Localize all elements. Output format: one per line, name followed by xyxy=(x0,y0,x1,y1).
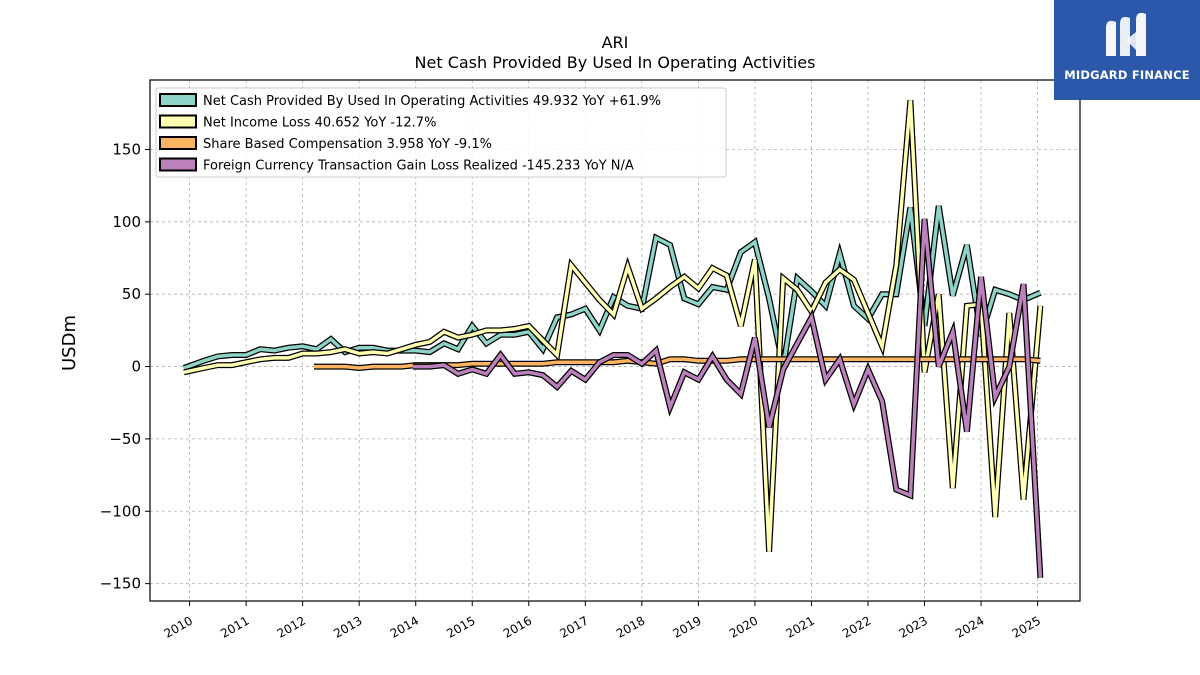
y-tick-label: −100 xyxy=(100,502,141,520)
series-line xyxy=(183,100,1043,552)
legend-frame xyxy=(155,87,727,178)
series-line xyxy=(412,218,1043,578)
x-tick-label: 2010 xyxy=(162,613,195,640)
x-tick-label: 2024 xyxy=(953,613,986,640)
x-tick-label: 2019 xyxy=(670,613,703,640)
x-tick-label: 2011 xyxy=(218,613,251,640)
series-line xyxy=(183,205,1042,370)
y-tick-label: 50 xyxy=(122,285,141,303)
y-tick-label: −150 xyxy=(100,575,141,593)
x-tick-label: 2015 xyxy=(444,613,477,640)
legend-label: Share Based Compensation 3.958 YoY -9.1% xyxy=(203,137,492,152)
plot-frame xyxy=(149,79,1081,602)
legend: Net Cash Provided By Used In Operating A… xyxy=(155,87,727,178)
x-tick-label: 2021 xyxy=(784,613,817,640)
legend-swatch xyxy=(159,136,197,150)
x-tick-label: 2020 xyxy=(727,613,760,640)
legend-label: Net Income Loss 40.652 YoY -12.7% xyxy=(203,116,436,131)
series-1 xyxy=(182,205,1042,371)
legend-swatch xyxy=(159,114,197,129)
legend-items: Net Cash Provided By Used In Operating A… xyxy=(159,93,661,174)
brand-name: MIDGARD FINANCE xyxy=(1064,68,1190,82)
legend-swatch xyxy=(159,157,197,172)
legend-label: Net Cash Provided By Used In Operating A… xyxy=(203,94,661,109)
x-tick-label: 2023 xyxy=(897,613,930,640)
y-tick-label: 100 xyxy=(112,213,141,231)
x-tick-label: 2018 xyxy=(614,613,647,640)
x-tick-label: 2017 xyxy=(557,613,590,640)
x-axis: 2010 2011 2012 2013 2014 2015 2016 2017 2018 2019… xyxy=(162,601,1043,641)
x-tick-label: 2012 xyxy=(275,613,308,640)
y-axis: −150 −100 −50 0 50 100 150 xyxy=(100,140,150,593)
chart-title: ARI xyxy=(602,33,629,52)
y-tick-label: 0 xyxy=(131,358,141,376)
y-tick-label: −50 xyxy=(109,430,141,448)
x-tick-label: 2014 xyxy=(388,613,421,640)
legend-label: Foreign Currency Transaction Gain Loss R… xyxy=(203,159,634,174)
x-tick-label: 2013 xyxy=(331,613,364,640)
series-layer xyxy=(182,100,1044,578)
x-tick-label: 2022 xyxy=(840,613,873,640)
x-tick-label: 2016 xyxy=(501,613,534,640)
legend-swatch xyxy=(159,93,197,107)
series-4 xyxy=(412,218,1044,578)
y-tick-label: 150 xyxy=(112,140,141,158)
chart-subtitle: Net Cash Provided By Used In Operating A… xyxy=(415,53,816,72)
x-tick-label: 2025 xyxy=(1010,613,1043,640)
brand-logo: MIDGARD FINANCE xyxy=(1054,0,1200,100)
mf-monogram-icon xyxy=(1106,12,1146,56)
series-2 xyxy=(183,100,1044,552)
y-axis-label: USDm xyxy=(59,315,80,371)
